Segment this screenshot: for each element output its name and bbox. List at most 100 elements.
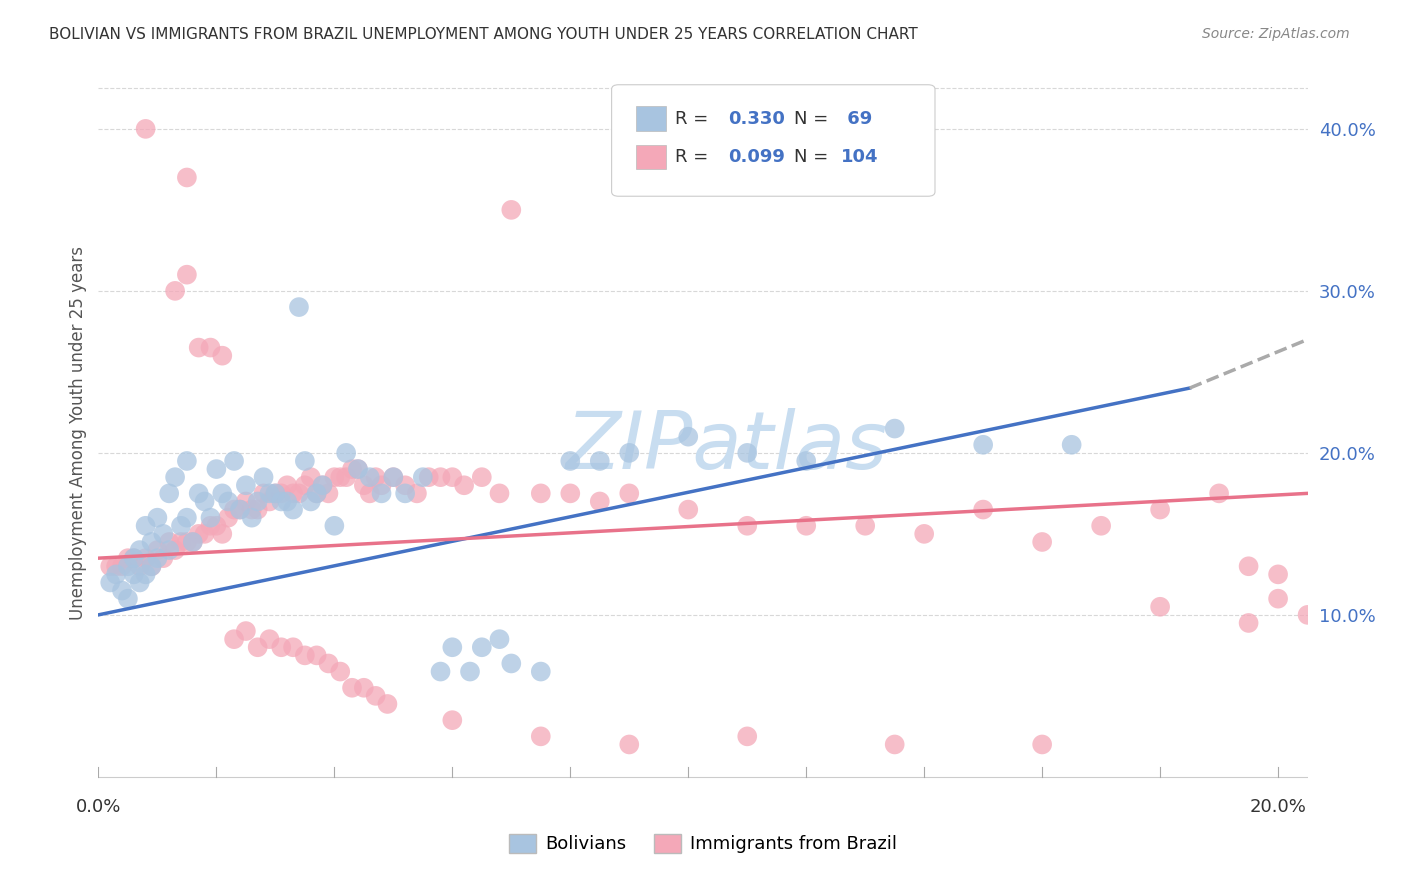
Point — [176, 510, 198, 524]
Point — [259, 486, 281, 500]
Point — [311, 478, 333, 492]
Point — [252, 486, 274, 500]
Point — [1237, 615, 1260, 630]
Text: BOLIVIAN VS IMMIGRANTS FROM BRAZIL UNEMPLOYMENT AMONG YOUTH UNDER 25 YEARS CORRE: BOLIVIAN VS IMMIGRANTS FROM BRAZIL UNEMP… — [49, 27, 918, 42]
Point — [359, 470, 381, 484]
Point — [98, 559, 121, 574]
Point — [194, 494, 217, 508]
Point — [194, 527, 217, 541]
Point — [735, 446, 758, 460]
Point — [264, 486, 287, 500]
Point — [294, 454, 316, 468]
Point — [305, 486, 328, 500]
Point — [135, 518, 157, 533]
Point — [382, 470, 405, 484]
Point — [222, 502, 245, 516]
Point — [117, 591, 139, 606]
Point — [122, 551, 145, 566]
Point — [560, 454, 582, 468]
Point — [972, 438, 994, 452]
Point — [146, 543, 169, 558]
Point — [441, 640, 464, 655]
Point — [323, 518, 346, 533]
Point — [311, 478, 333, 492]
Point — [412, 470, 434, 484]
Point — [794, 454, 817, 468]
Point — [458, 665, 481, 679]
Point — [187, 486, 209, 500]
Point — [429, 665, 451, 679]
Point — [853, 518, 876, 533]
Point — [205, 518, 228, 533]
Point — [259, 632, 281, 647]
Point — [281, 502, 304, 516]
Point — [122, 551, 145, 566]
Text: Source: ZipAtlas.com: Source: ZipAtlas.com — [1202, 27, 1350, 41]
Point — [735, 730, 758, 744]
Point — [1267, 591, 1289, 606]
Point — [281, 640, 304, 655]
Point — [1060, 438, 1083, 452]
Point — [794, 518, 817, 533]
Point — [883, 738, 905, 752]
Point — [488, 486, 510, 500]
Point — [377, 697, 399, 711]
Legend: Bolivians, Immigrants from Brazil: Bolivians, Immigrants from Brazil — [502, 827, 904, 861]
Text: 0.099: 0.099 — [728, 148, 785, 166]
Point — [211, 486, 233, 500]
Point — [211, 349, 233, 363]
Point — [501, 657, 523, 671]
Point — [530, 665, 553, 679]
Point — [152, 527, 174, 541]
Y-axis label: Unemployment Among Youth under 25 years: Unemployment Among Youth under 25 years — [69, 245, 87, 620]
Point — [347, 462, 370, 476]
Point — [165, 284, 187, 298]
Point — [146, 551, 169, 566]
Point — [619, 486, 641, 500]
Point — [270, 486, 292, 500]
Text: R =: R = — [675, 148, 714, 166]
Point — [288, 486, 311, 500]
Text: 104: 104 — [841, 148, 879, 166]
Text: R =: R = — [675, 110, 714, 128]
Point — [117, 559, 139, 574]
Point — [200, 341, 222, 355]
Point — [176, 170, 198, 185]
Point — [735, 518, 758, 533]
Point — [530, 486, 553, 500]
Point — [453, 478, 475, 492]
Point — [222, 454, 245, 468]
Point — [141, 559, 163, 574]
Point — [318, 657, 340, 671]
Point — [229, 502, 252, 516]
Point — [229, 502, 252, 516]
Point — [187, 341, 209, 355]
Point — [200, 510, 222, 524]
Point — [560, 486, 582, 500]
Text: ZIPatlas: ZIPatlas — [567, 408, 889, 486]
Point — [1031, 535, 1053, 549]
Point — [1090, 518, 1112, 533]
Point — [187, 527, 209, 541]
Point — [441, 713, 464, 727]
Point — [105, 567, 128, 582]
Point — [235, 494, 257, 508]
Point — [157, 535, 180, 549]
Point — [678, 502, 700, 516]
Point — [200, 518, 222, 533]
Point — [1296, 607, 1319, 622]
Point — [217, 494, 239, 508]
Point — [335, 470, 357, 484]
Point — [340, 681, 363, 695]
Point — [181, 535, 204, 549]
Point — [246, 494, 269, 508]
Point — [1267, 567, 1289, 582]
Point — [135, 567, 157, 582]
Point — [176, 535, 198, 549]
Point — [323, 470, 346, 484]
Point — [406, 486, 429, 500]
Point — [259, 494, 281, 508]
Point — [246, 502, 269, 516]
Point — [299, 470, 322, 484]
Point — [1149, 599, 1171, 614]
